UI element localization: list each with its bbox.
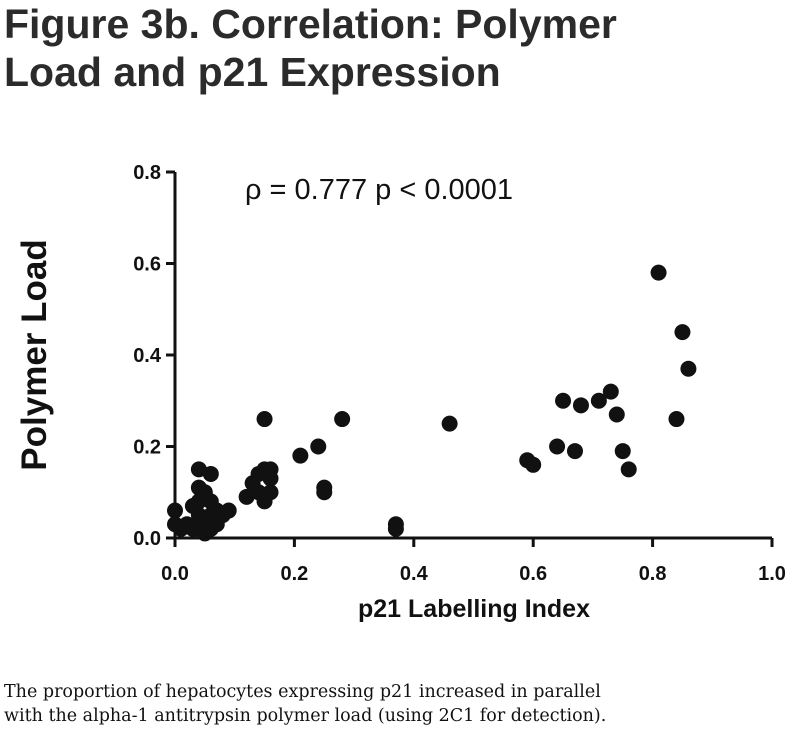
x-axis-ticks: 0.0 0.2 0.4 0.6 0.8 1.0	[161, 538, 786, 585]
data-point	[555, 392, 572, 409]
y-tick-label: 0.2	[133, 437, 161, 459]
data-point	[220, 502, 237, 519]
data-point	[650, 264, 667, 281]
y-tick-label: 0.0	[133, 528, 161, 550]
data-point	[608, 406, 625, 423]
data-point	[674, 324, 691, 341]
y-axis-ticks: 0.0 0.2 0.4 0.6 0.8	[133, 162, 175, 550]
y-axis: 0.0 0.2 0.4 0.6 0.8 Polymer Load	[15, 162, 177, 550]
data-point	[292, 447, 309, 464]
caption-line-1: The proportion of hepatocytes expressing…	[4, 682, 601, 702]
y-tick-label: 0.4	[133, 345, 162, 367]
y-tick-label: 0.8	[133, 162, 161, 184]
data-point	[602, 383, 619, 400]
data-point	[525, 456, 542, 473]
data-point	[549, 438, 566, 455]
data-point	[566, 443, 583, 460]
data-point	[316, 484, 333, 501]
y-tick-label: 0.6	[133, 254, 161, 276]
scatter-chart: 0.0 0.2 0.4 0.6 0.8 1.0 p21 Labelling Index 0…	[15, 162, 786, 623]
figure-title: Figure 3b. Correlation: Polymer Load and…	[4, 0, 794, 96]
data-point	[262, 470, 279, 487]
data-point	[387, 520, 404, 537]
x-tick-label: 0.4	[400, 563, 429, 585]
data-point	[572, 397, 589, 414]
x-axis: 0.0 0.2 0.4 0.6 0.8 1.0 p21 Labelling Index	[161, 536, 786, 623]
x-tick-label: 0.0	[161, 563, 189, 585]
caption-line-2: with the alpha-1 antitrypsin polymer loa…	[4, 706, 607, 726]
data-point	[590, 392, 607, 409]
data-point	[441, 415, 458, 432]
figure-title-line-2: Load and p21 Expression	[4, 49, 501, 95]
data-point	[262, 484, 279, 501]
y-axis-label: Polymer Load	[15, 239, 54, 470]
data-point	[310, 438, 327, 455]
data-point	[256, 411, 273, 428]
data-point	[680, 360, 697, 377]
correlation-annotation: ρ = 0.777 p < 0.0001	[245, 174, 513, 206]
data-point	[202, 465, 219, 482]
x-tick-label: 0.2	[280, 563, 308, 585]
x-axis-label: p21 Labelling Index	[358, 595, 590, 623]
figure-title-line-1: Figure 3b. Correlation: Polymer	[4, 1, 617, 47]
x-tick-label: 1.0	[758, 563, 786, 585]
data-point	[614, 443, 631, 460]
x-tick-label: 0.6	[519, 563, 547, 585]
data-point	[334, 411, 351, 428]
data-point	[620, 461, 637, 478]
data-points	[167, 264, 697, 542]
data-point	[668, 411, 685, 428]
data-point	[167, 502, 183, 519]
figure-caption: The proportion of hepatocytes expressing…	[4, 680, 796, 728]
x-tick-label: 0.8	[639, 563, 667, 585]
